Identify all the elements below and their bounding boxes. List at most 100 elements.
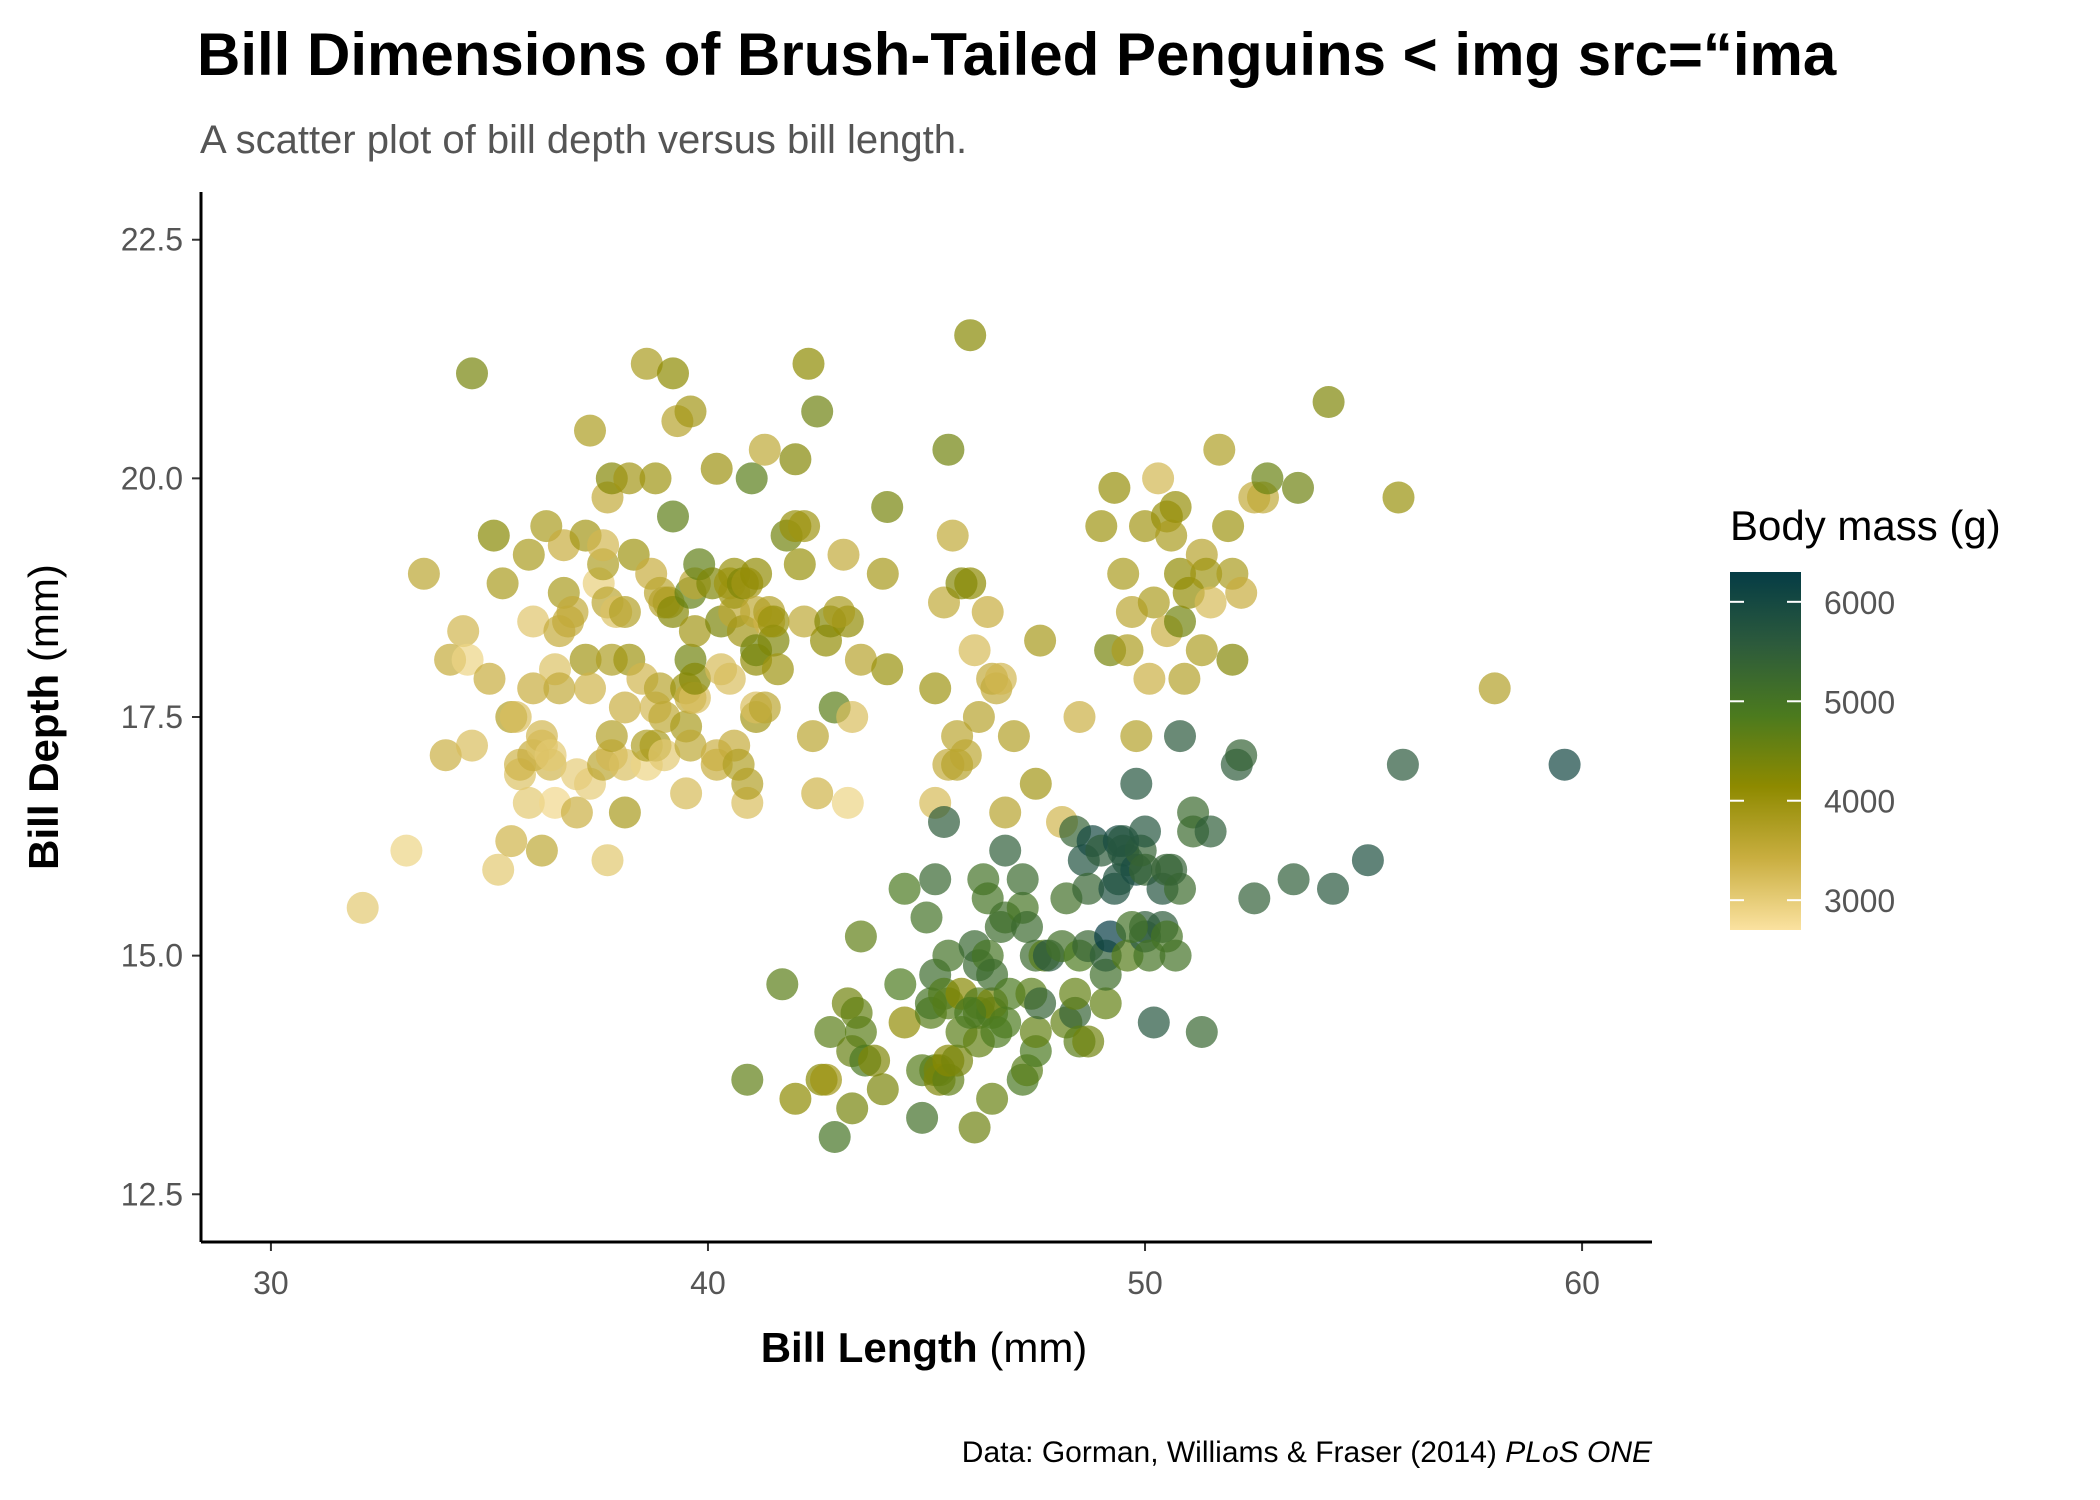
data-point — [1159, 939, 1192, 972]
data-point — [888, 1006, 921, 1039]
data-point — [1142, 462, 1175, 495]
data-point — [574, 414, 606, 447]
data-point — [1548, 748, 1581, 781]
data-point — [608, 596, 641, 628]
data-point — [543, 672, 576, 705]
data-point — [740, 557, 773, 590]
data-point — [836, 1092, 869, 1125]
data-point — [587, 529, 620, 562]
data-point — [1164, 605, 1196, 638]
chart-title: Bill Dimensions of Brush-Tailed Penguins… — [197, 21, 1837, 88]
data-point — [670, 777, 703, 810]
x-tick-label: 50 — [1127, 1265, 1163, 1301]
data-point — [1351, 844, 1384, 877]
data-point — [823, 596, 856, 628]
data-point — [1185, 1016, 1218, 1048]
data-point — [512, 786, 545, 819]
data-point — [1024, 624, 1057, 657]
data-point — [818, 1121, 851, 1153]
data-point — [1168, 662, 1201, 695]
data-point — [971, 596, 1004, 628]
data-point — [779, 1082, 812, 1115]
data-point — [919, 863, 952, 896]
data-point — [429, 739, 462, 772]
data-point — [888, 872, 921, 905]
data-point — [451, 643, 484, 676]
data-point — [1072, 1025, 1105, 1058]
legend-tick-label: 6000 — [1824, 585, 1895, 621]
y-axis-title-bold: Bill Depth — [20, 674, 67, 870]
data-point — [1006, 863, 1039, 896]
legend-title: Body mass (g) — [1730, 502, 2001, 549]
data-point — [525, 834, 558, 867]
data-point — [346, 891, 379, 924]
data-point — [1137, 586, 1170, 619]
x-tick-label: 40 — [690, 1265, 726, 1301]
data-point — [1155, 853, 1188, 886]
data-point — [1133, 662, 1166, 695]
data-point — [560, 796, 593, 829]
data-point — [735, 462, 768, 495]
data-point — [1225, 576, 1258, 609]
data-point — [1194, 815, 1227, 848]
data-point — [1024, 987, 1057, 1020]
data-point — [499, 701, 532, 733]
data-point — [486, 567, 519, 600]
data-point — [407, 557, 440, 590]
data-point — [962, 701, 995, 733]
data-point — [792, 347, 825, 380]
data-point — [976, 1082, 1009, 1115]
data-point — [954, 996, 987, 1029]
data-point — [757, 605, 790, 638]
data-point — [1382, 481, 1415, 514]
data-point — [810, 1063, 842, 1096]
data-point — [871, 491, 904, 523]
data-point — [1120, 720, 1153, 753]
legend-tick-label: 5000 — [1824, 684, 1895, 720]
legend-ticks: 3000 4000 5000 6000 — [1730, 585, 1895, 919]
x-tick-label: 60 — [1564, 1265, 1600, 1301]
legend: Body mass (g) 3000 4000 5000 6000 — [1730, 502, 2001, 930]
y-axis-title-unit: (mm) — [20, 564, 67, 662]
data-point — [1251, 462, 1284, 495]
data-point — [1107, 557, 1140, 590]
data-point — [595, 720, 628, 753]
data-point — [958, 634, 991, 667]
data-point — [1011, 911, 1043, 943]
data-point — [844, 1016, 877, 1048]
y-tick-label: 12.5 — [121, 1176, 183, 1212]
data-point — [1478, 672, 1511, 705]
data-point — [456, 729, 488, 762]
data-point — [1212, 510, 1245, 543]
data-point — [928, 806, 960, 838]
data-point — [1194, 586, 1227, 619]
data-point — [512, 538, 545, 571]
data-point — [1063, 701, 1096, 733]
data-point — [1164, 720, 1196, 753]
data-point — [801, 777, 834, 810]
data-point — [713, 662, 746, 695]
data-point — [1317, 872, 1349, 905]
legend-tick-label: 4000 — [1824, 784, 1895, 820]
data-point — [949, 739, 982, 772]
data-point — [1019, 767, 1052, 800]
data-point — [700, 452, 733, 485]
data-point — [783, 548, 816, 581]
data-point — [844, 920, 877, 953]
data-point — [936, 519, 969, 552]
data-point — [643, 672, 676, 705]
data-point — [1312, 386, 1345, 418]
data-point — [608, 796, 641, 829]
data-point — [1059, 977, 1092, 1010]
data-point — [989, 1006, 1022, 1039]
data-point — [1190, 557, 1223, 590]
data-point — [788, 510, 821, 543]
y-tick-label: 22.5 — [121, 222, 183, 258]
data-point — [801, 395, 834, 428]
data-point — [674, 729, 707, 762]
data-point — [866, 1073, 899, 1106]
data-point — [884, 968, 917, 1001]
data-point — [788, 605, 821, 638]
data-point — [1216, 643, 1249, 676]
